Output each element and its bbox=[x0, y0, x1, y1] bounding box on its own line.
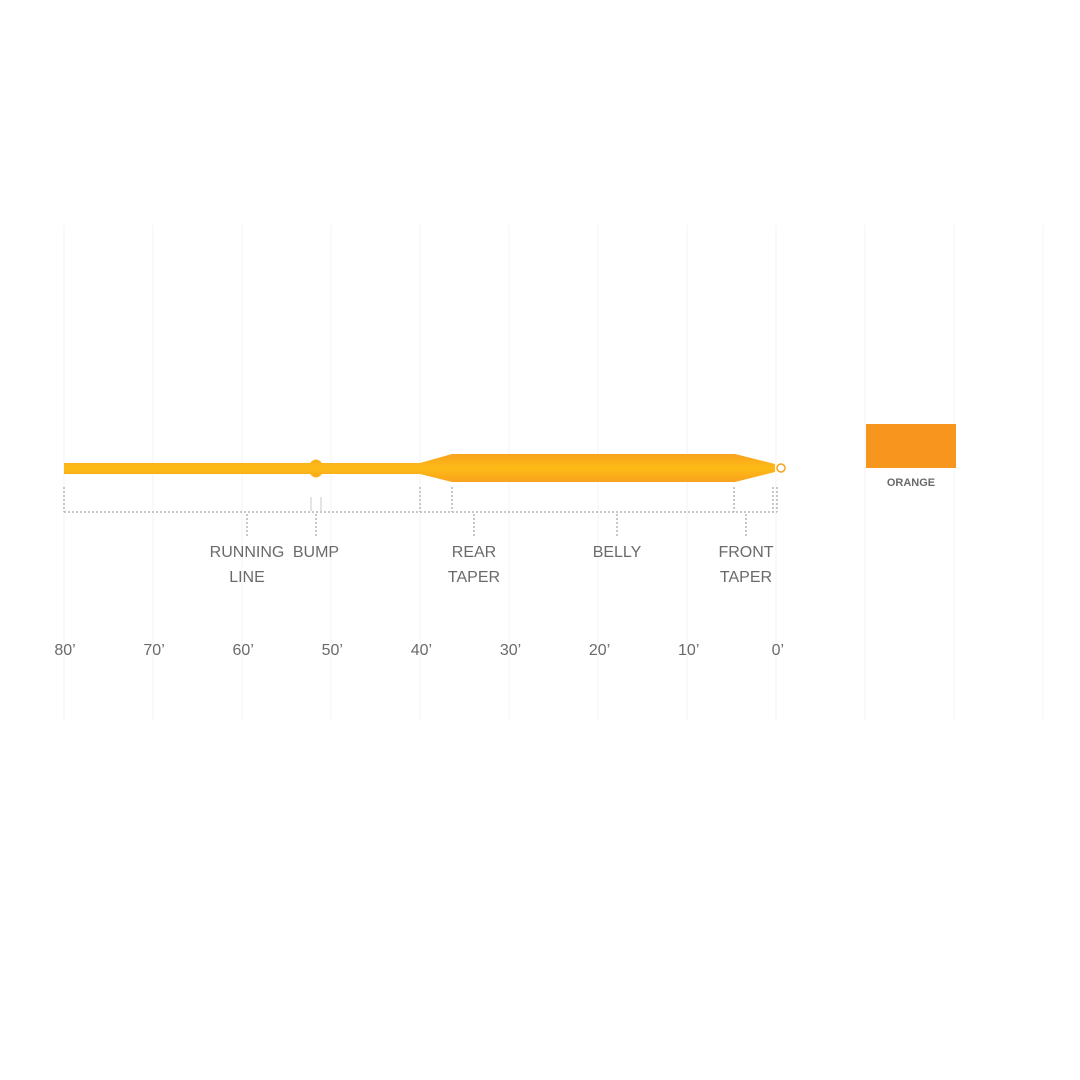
axis-label: 30’ bbox=[500, 642, 521, 659]
axis-label: 50’ bbox=[322, 642, 343, 659]
axis-label: 40’ bbox=[411, 642, 432, 659]
section-label: REAR bbox=[452, 544, 496, 561]
section-label: TAPER bbox=[448, 569, 500, 586]
swatch-label: ORANGE bbox=[887, 477, 935, 489]
axis-label: 70’ bbox=[143, 642, 164, 659]
axis-label: 20’ bbox=[589, 642, 610, 659]
tip-loop bbox=[776, 463, 786, 473]
section-label: RUNNING bbox=[210, 544, 285, 561]
fly-line-profile bbox=[64, 454, 775, 482]
axis-label: 10’ bbox=[678, 642, 699, 659]
label-leaders bbox=[246, 514, 747, 537]
section-bracket bbox=[63, 487, 778, 513]
section-label: BELLY bbox=[593, 544, 642, 561]
section-labels: RUNNING LINE BUMP REAR TAPER BELLY FRONT TAPER bbox=[210, 544, 774, 586]
color-swatch bbox=[866, 424, 956, 468]
axis-label: 60’ bbox=[233, 642, 254, 659]
axis-label: 80’ bbox=[54, 642, 75, 659]
section-label: LINE bbox=[229, 569, 265, 586]
distance-axis: 80’ 70’ 60’ 50’ 40’ 30’ 20’ 10’ 0’ bbox=[54, 642, 784, 659]
axis-label: 0’ bbox=[772, 642, 784, 659]
section-label: FRONT bbox=[718, 544, 773, 561]
section-label: TAPER bbox=[720, 569, 772, 586]
section-label: BUMP bbox=[293, 544, 339, 561]
